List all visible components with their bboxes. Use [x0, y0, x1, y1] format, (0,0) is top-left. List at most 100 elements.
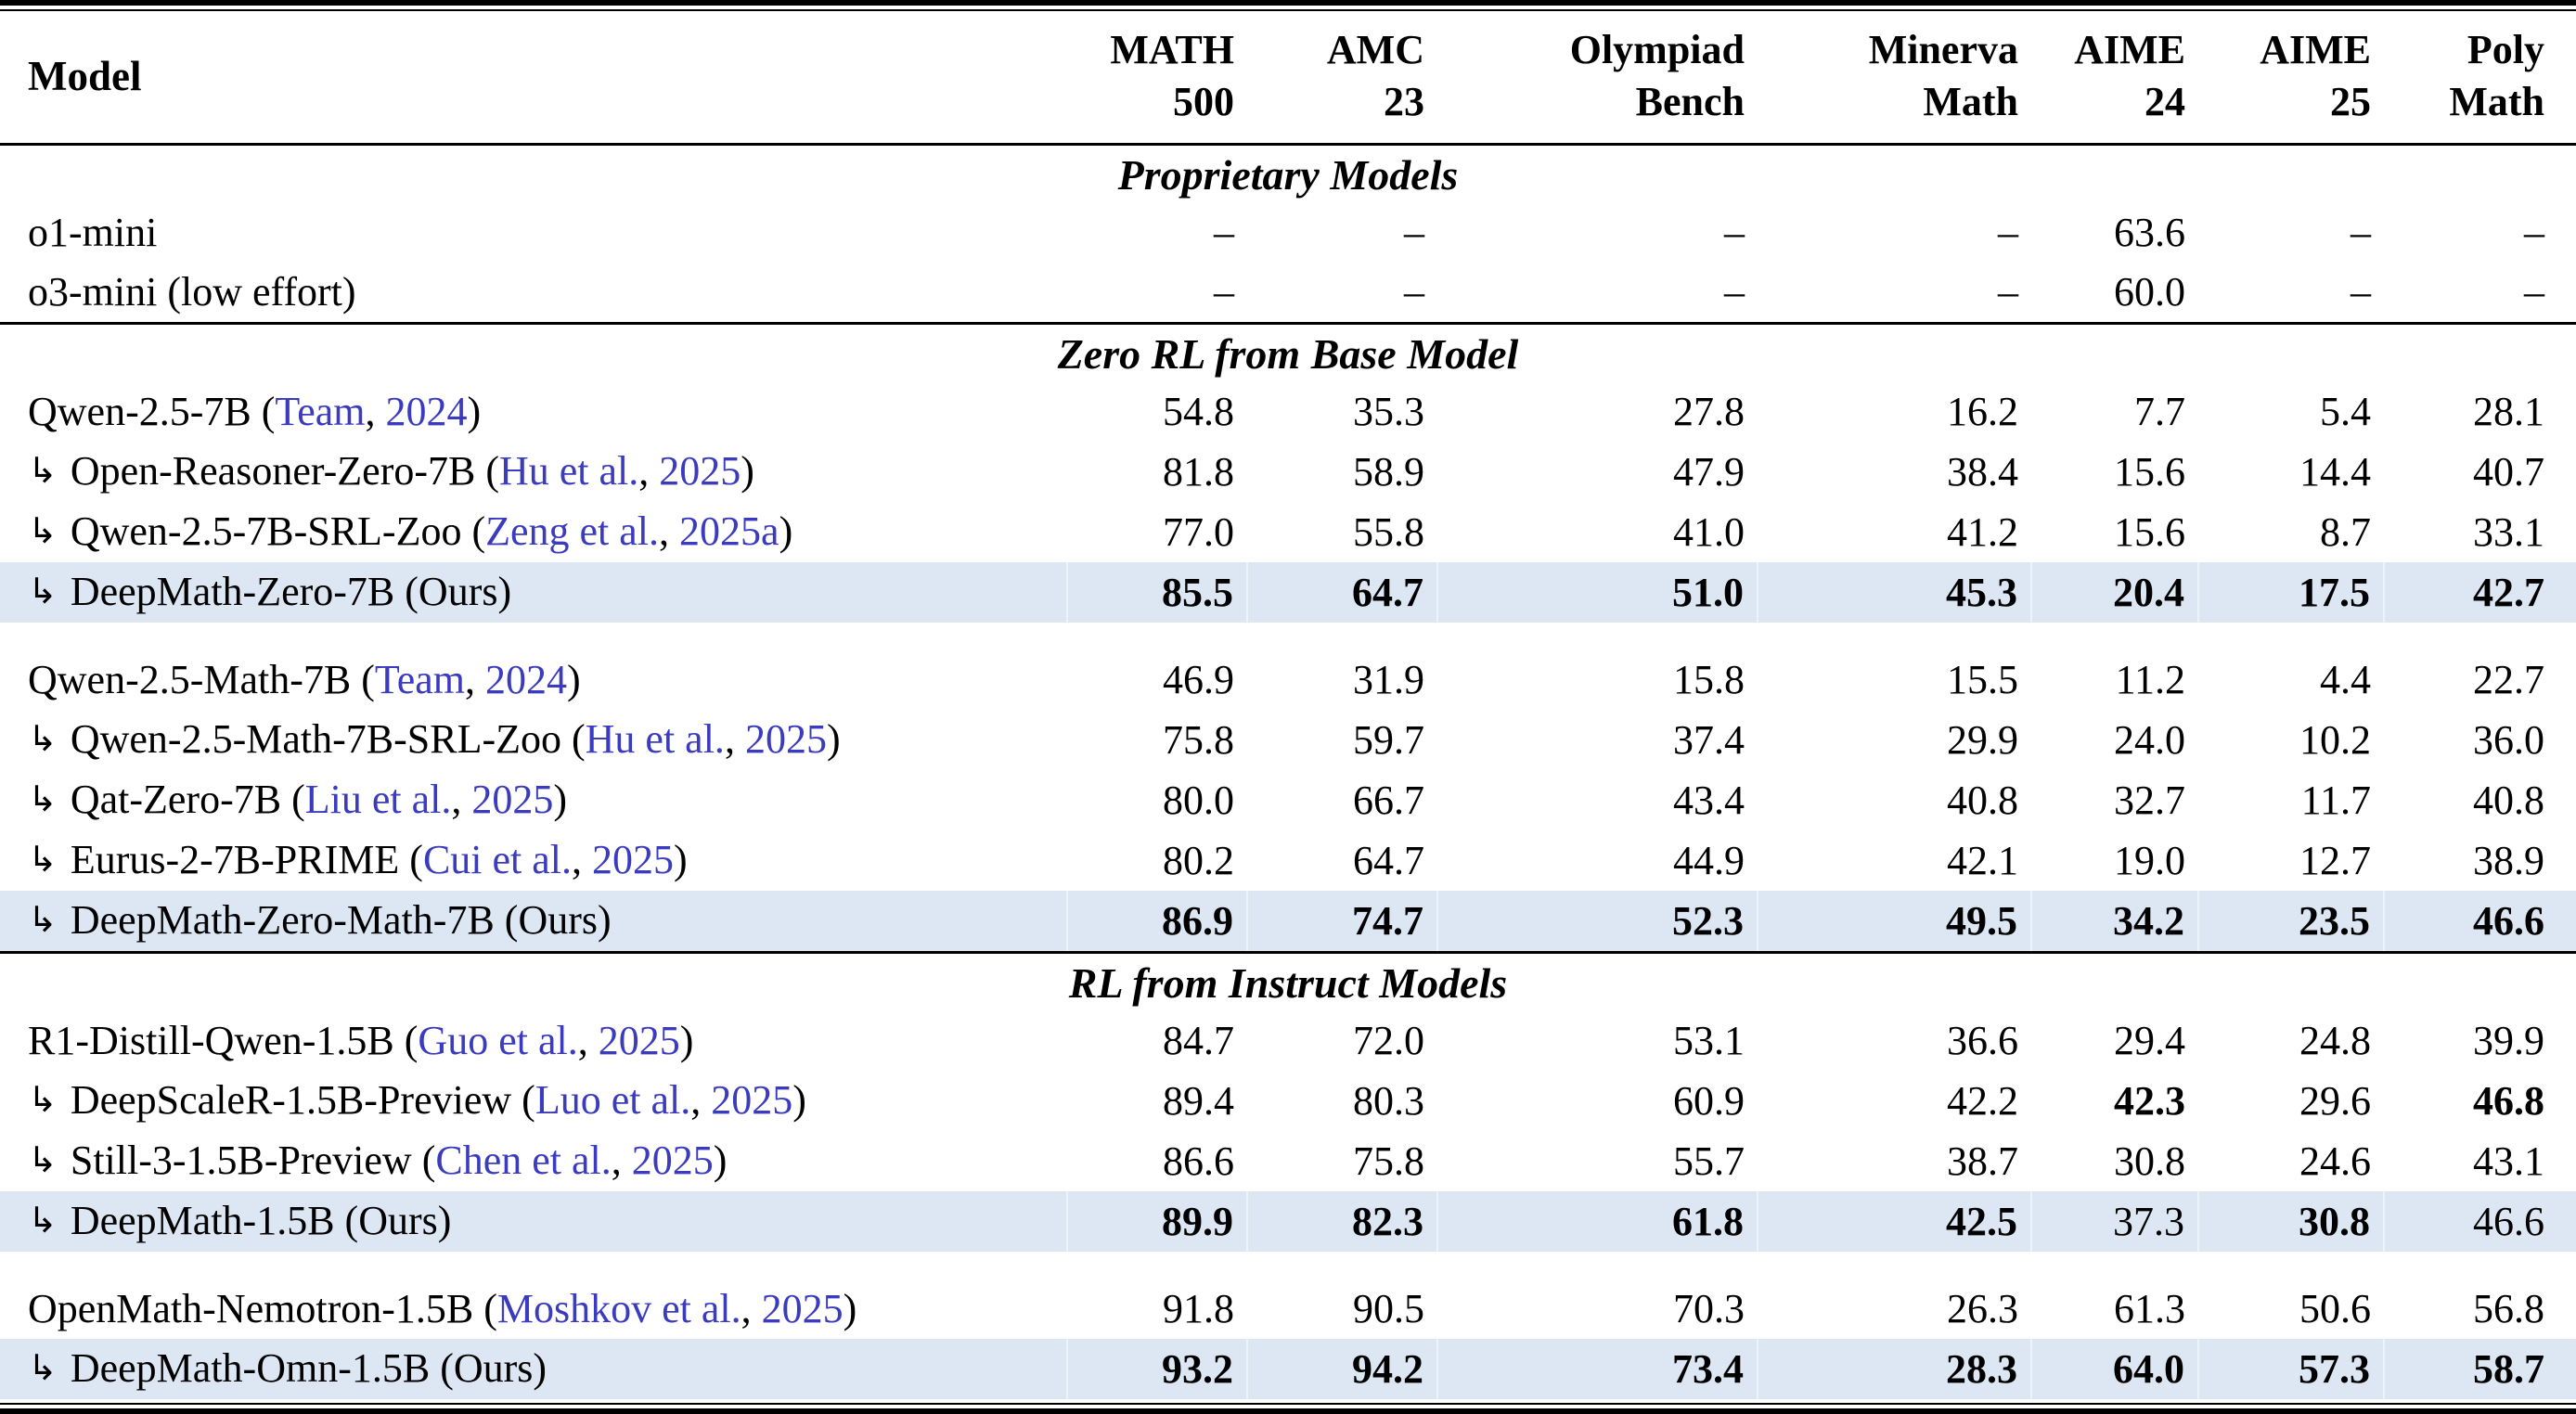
citation-year-link[interactable]: 2025 [744, 716, 827, 762]
model-name-cell: ↳ Qwen-2.5-7B-SRL-Zoo (Zeng et al., 2025a… [28, 508, 793, 554]
score-cell: 42.3 [2114, 1077, 2185, 1124]
indent-arrow-icon: ↳ [28, 899, 58, 940]
score-cell: 66.7 [1353, 777, 1424, 823]
citation-year-link[interactable]: 2025 [471, 777, 554, 822]
score-cell: 80.3 [1353, 1077, 1424, 1124]
score-cell: 63.6 [2114, 210, 2185, 255]
score-cell: 80.0 [1163, 777, 1234, 823]
column-header-line1: AMC [1326, 27, 1424, 72]
citation-year-link[interactable]: 2025 [761, 1286, 844, 1331]
citation-link[interactable]: Hu et al. [499, 448, 639, 494]
section-header-row: Proprietary Models [0, 145, 2576, 204]
citation-year-link[interactable]: 2024 [485, 657, 568, 702]
model-name-cell: o3-mini (low effort) [28, 269, 356, 315]
score-cell: 55.7 [1673, 1138, 1745, 1184]
score-cell: 11.2 [2115, 657, 2185, 702]
table-row: ↳ DeepScaleR-1.5B-Preview (Luo et al., 20… [0, 1071, 2576, 1131]
score-cell: – [1214, 269, 1234, 315]
column-header-minerva-math: Minerva Math [1758, 11, 2031, 146]
indent-arrow-icon: ↳ [28, 718, 58, 759]
citation-link[interactable]: Zeng et al. [485, 508, 660, 554]
citation-link[interactable]: Liu et al. [304, 777, 452, 822]
indent-arrow-icon: ↳ [28, 839, 58, 880]
score-cell: 34.2 [2030, 891, 2198, 953]
citation-year-link[interactable]: 2025a [679, 508, 779, 554]
score-cell: 64.7 [1246, 562, 1437, 623]
citation-year-link[interactable]: 2024 [385, 389, 468, 434]
column-header-line2: Bench [1635, 79, 1745, 124]
score-cell: 35.3 [1353, 389, 1424, 434]
citation-link[interactable]: Guo et al. [418, 1018, 578, 1063]
score-cell: 38.9 [2473, 837, 2544, 883]
column-header-line2: Math [2449, 79, 2544, 124]
indent-arrow-icon: ↳ [28, 450, 58, 491]
header-row: Model MATH 500 AMC 23 Olympiad Bench Minerva Ma… [0, 11, 2576, 146]
citation-link[interactable]: Cui et al. [422, 837, 573, 882]
score-cell: 58.9 [1353, 448, 1424, 495]
score-cell: 41.2 [1947, 508, 2018, 555]
score-cell: 86.9 [1066, 891, 1247, 953]
indent-arrow-icon: ↳ [28, 1139, 58, 1180]
table-row: ↳ DeepMath-Zero-7B (Ours) 85.5 64.7 51.0 45.3… [0, 562, 2576, 623]
model-name-cell: ↳ DeepMath-Omn-1.5B (Ours) [28, 1345, 547, 1391]
score-cell: 64.7 [1353, 837, 1424, 883]
model-name-cell: ↳ Still-3-1.5B-Preview (Chen et al., 2025… [28, 1138, 728, 1183]
score-cell: 46.6 [2383, 1191, 2576, 1252]
score-cell: 15.6 [2114, 508, 2185, 555]
score-cell: 31.9 [1353, 657, 1424, 702]
score-cell: 42.5 [1757, 1191, 2031, 1252]
score-cell: 44.9 [1673, 837, 1745, 883]
citation-year-link[interactable]: 2025 [592, 837, 675, 882]
score-cell: 11.7 [2300, 777, 2371, 823]
table-row: OpenMath-Nemotron-1.5B (Moshkov et al., … [0, 1279, 2576, 1339]
citation-link[interactable]: Chen et al. [435, 1138, 612, 1183]
score-cell: 58.7 [2383, 1339, 2576, 1399]
table-row: Qwen-2.5-7B (Team, 2024) 54.8 35.3 27.8 16.2… [0, 382, 2576, 442]
column-header-line2: 25 [2330, 79, 2371, 124]
citation-year-link[interactable]: 2025 [659, 448, 741, 494]
score-cell: 43.1 [2473, 1138, 2544, 1184]
table-row: ↳ DeepMath-Omn-1.5B (Ours) 93.2 94.2 73.4 28.… [0, 1339, 2576, 1399]
score-cell: 4.4 [2320, 657, 2371, 702]
citation-link[interactable]: Team [275, 389, 366, 434]
table-row: ↳ DeepMath-1.5B (Ours) 89.9 82.3 61.8 42.5 37.… [0, 1191, 2576, 1252]
score-cell: 93.2 [1066, 1339, 1247, 1399]
indent-arrow-icon: ↳ [28, 1347, 58, 1388]
citation-year-link[interactable]: 2025 [598, 1018, 680, 1063]
score-cell: 30.8 [2197, 1191, 2384, 1252]
benchmark-results-table: Model MATH 500 AMC 23 Olympiad Bench Minerva Ma… [0, 11, 2576, 1399]
score-cell: 28.3 [1757, 1339, 2031, 1399]
citation-link[interactable]: Hu et al. [585, 716, 725, 762]
indent-arrow-icon: ↳ [28, 778, 58, 819]
model-name-cell: ↳ DeepMath-Zero-Math-7B (Ours) [28, 897, 612, 943]
column-header-olympiad-bench: Olympiad Bench [1437, 11, 1758, 146]
indent-arrow-icon: ↳ [28, 571, 58, 611]
score-cell: – [1724, 269, 1745, 315]
score-cell: 24.8 [2299, 1018, 2371, 1063]
score-cell: 15.5 [1947, 657, 2018, 702]
score-cell: 55.8 [1353, 508, 1424, 555]
score-cell: 12.7 [2299, 837, 2371, 883]
citation-year-link[interactable]: 2025 [631, 1138, 714, 1183]
column-header-line1: AIME [2074, 27, 2185, 72]
score-cell: 72.0 [1353, 1018, 1424, 1063]
score-cell: 46.8 [2473, 1077, 2544, 1124]
model-name-cell: Qwen-2.5-Math-7B (Team, 2024) [28, 657, 581, 702]
score-cell: 40.7 [2473, 448, 2544, 495]
score-cell: 74.7 [1246, 891, 1437, 953]
score-cell: 61.8 [1436, 1191, 1758, 1252]
score-cell: 49.5 [1757, 891, 2031, 953]
score-cell: 86.6 [1163, 1138, 1234, 1184]
score-cell: 56.8 [2473, 1286, 2544, 1331]
score-cell: 82.3 [1246, 1191, 1437, 1252]
model-name-cell: ↳ DeepMath-1.5B (Ours) [28, 1198, 452, 1243]
model-name-cell: ↳ Open-Reasoner-Zero-7B (Hu et al., 2025) [28, 448, 754, 494]
citation-link[interactable]: Luo et al. [535, 1077, 691, 1123]
table-row: R1-Distill-Qwen-1.5B (Guo et al., 2025) 8… [0, 1011, 2576, 1071]
citation-year-link[interactable]: 2025 [711, 1077, 793, 1123]
citation-link[interactable]: Moshkov et al. [496, 1286, 741, 1331]
score-cell: 19.0 [2114, 837, 2185, 883]
score-cell: 32.7 [2114, 777, 2185, 823]
citation-link[interactable]: Team [374, 657, 466, 702]
score-cell: – [1214, 210, 1234, 255]
